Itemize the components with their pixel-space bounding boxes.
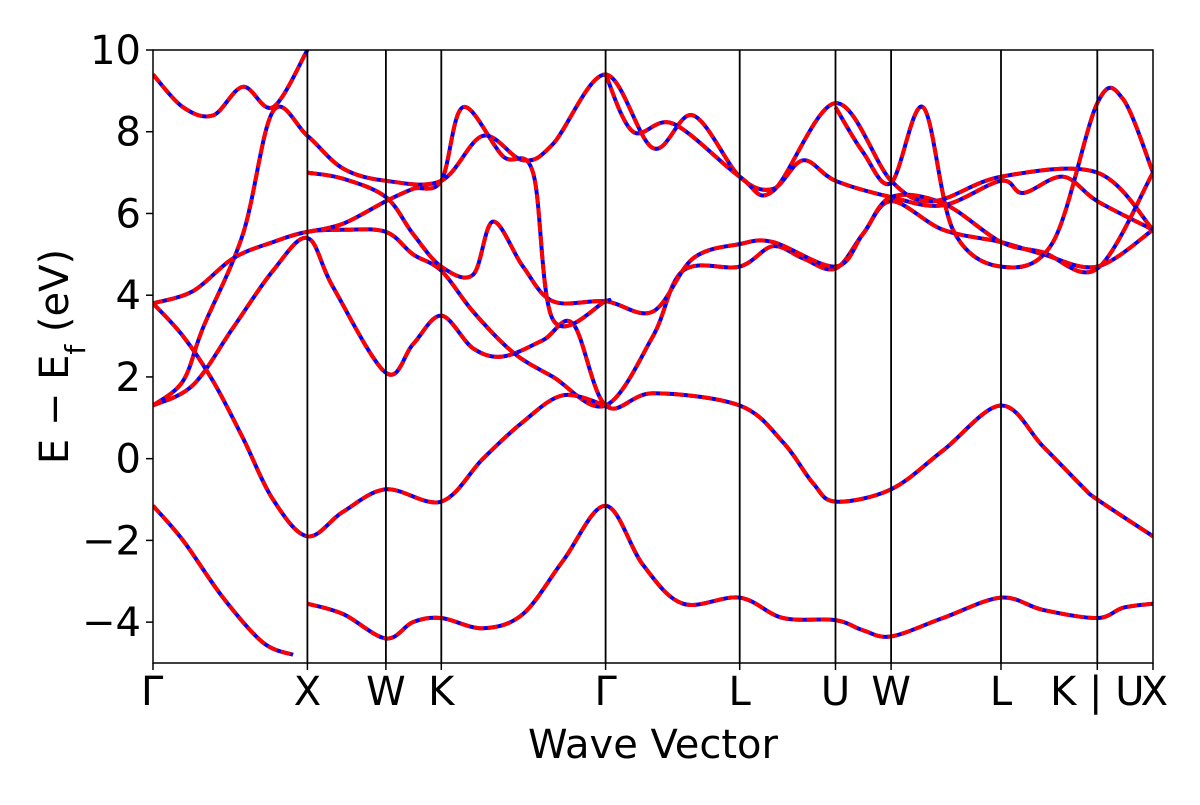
band-line-4-dashed	[153, 72, 1153, 408]
band-line-3-dashed	[153, 235, 1153, 538]
x-tick-label: W	[871, 669, 911, 715]
band-line-5-dashed	[153, 199, 1153, 409]
x-tick-label: K | U	[1050, 669, 1144, 715]
x-tick-label: X	[294, 669, 321, 715]
x-tick-label: X	[1141, 669, 1168, 715]
band-line-7-dashed	[153, 50, 310, 119]
y-axis-ticks: 10 8 6 4 2 0 −2 −4	[82, 28, 153, 646]
x-tick-label: L	[729, 669, 752, 715]
x-tick-label: K	[428, 669, 456, 715]
y-tick-label: 4	[116, 273, 141, 319]
x-axis-label: Wave Vector	[528, 722, 779, 768]
band-line-2-dashed	[306, 503, 1153, 641]
band-line-8-dashed	[307, 170, 1153, 316]
band-line-9-dashed	[306, 105, 612, 329]
y-tick-label: 6	[116, 191, 141, 237]
y-tick-label: −2	[82, 518, 141, 564]
y-axis-label-main: E − E	[32, 355, 78, 465]
band-line-3-solid	[153, 235, 1153, 538]
y-axis-label-subscript: f	[59, 344, 92, 355]
band-line-6-solid	[153, 302, 611, 539]
plot-frame	[152, 49, 1154, 664]
y-tick-label: −4	[82, 600, 141, 646]
y-tick-label: 10	[90, 28, 141, 74]
x-tick-label: U	[821, 669, 850, 715]
x-tick-label: L	[990, 669, 1013, 715]
band-line-10-dashed	[833, 85, 1153, 270]
band-lines	[153, 50, 1153, 657]
y-axis-label: E − Ef (eV)	[32, 249, 92, 464]
k-point-separators	[306, 50, 1099, 663]
y-tick-label: 8	[116, 110, 141, 156]
x-tick-label: W	[366, 669, 406, 715]
x-tick-label: Γ	[141, 669, 164, 715]
y-tick-label: 0	[116, 437, 141, 483]
band-line-6-dashed	[153, 302, 611, 539]
band-line-1-dashed	[153, 504, 294, 657]
y-tick-label: 2	[116, 355, 141, 401]
y-axis-label-unit: (eV)	[32, 249, 78, 345]
x-tick-label: Γ	[594, 669, 617, 715]
